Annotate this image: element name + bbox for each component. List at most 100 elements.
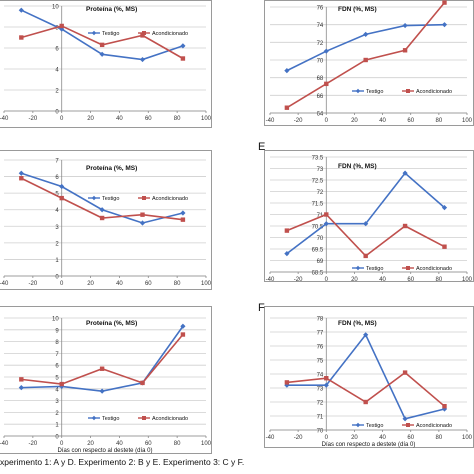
data-point [324, 212, 329, 217]
x-tick-label: -20 [294, 435, 303, 441]
x-tick-label: -40 [266, 118, 275, 124]
y-tick-label: 71.5 [312, 202, 324, 208]
chart-title: Proteína (%, MS) [86, 320, 137, 327]
x-tick-label: 100 [201, 441, 212, 447]
chart-panel-e: 68.5 69 69.5 70 70.5 71 71.5 72 72.5 73 73.5 -40 -20… [264, 150, 474, 283]
data-point [363, 399, 368, 405]
data-point [99, 366, 105, 371]
legend-label: Acondicionado [416, 423, 452, 429]
data-point [442, 244, 447, 249]
data-point [324, 376, 329, 381]
x-tick-label: 40 [116, 281, 123, 287]
x-tick-label: 40 [116, 441, 123, 447]
legend-marker [355, 88, 361, 94]
data-point [59, 381, 64, 387]
x-axis-label: Días con respecto a destete (día 0) [322, 442, 416, 448]
chart-title: Proteína (%, MS) [86, 6, 137, 13]
y-tick-label: 6 [55, 175, 59, 181]
data-point [180, 43, 186, 49]
y-tick-label: 5 [55, 192, 59, 198]
x-tick-label: 20 [87, 441, 94, 447]
data-point [140, 212, 145, 217]
x-tick-label: 60 [407, 277, 414, 283]
x-tick-label: 60 [145, 116, 152, 122]
data-point [402, 223, 408, 229]
legend-marker [355, 265, 361, 271]
y-tick-label: 71 [317, 213, 324, 219]
x-tick-label: -20 [29, 281, 38, 287]
data-point [363, 332, 369, 338]
data-point [180, 210, 186, 216]
data-point [59, 183, 65, 190]
x-tick-label: 0 [60, 441, 64, 447]
x-axis-label: Días con respecto al destete (día 0) [57, 448, 152, 454]
x-tick-label: 40 [379, 118, 386, 124]
y-tick-label: 69.5 [312, 248, 324, 254]
chart-title: Proteína (%, MS) [86, 165, 137, 172]
data-point [284, 380, 290, 385]
data-point [323, 48, 329, 54]
legend-label: Testigo [366, 89, 383, 95]
data-point [284, 228, 290, 233]
legend-label: Acondicionado [152, 416, 188, 422]
y-tick-label: 10 [52, 5, 59, 11]
x-tick-label: -20 [294, 277, 303, 283]
chart-title: FDN (%, MS) [338, 320, 377, 327]
y-tick-label: 64 [317, 112, 324, 118]
x-tick-label: 0 [325, 118, 329, 124]
data-point [99, 388, 105, 394]
data-point [139, 56, 146, 63]
x-tick-label: 100 [201, 281, 212, 287]
panel-letter-f: F [258, 302, 265, 314]
x-tick-label: -20 [294, 118, 303, 124]
y-tick-label: 0 [55, 110, 59, 116]
y-tick-label: 72 [317, 401, 324, 407]
data-point [441, 22, 448, 28]
x-tick-label: 0 [60, 281, 64, 287]
y-tick-label: 68 [317, 76, 324, 82]
y-tick-label: 3 [55, 225, 59, 231]
y-tick-label: 70 [317, 236, 324, 242]
data-point [19, 35, 24, 40]
chart-frame [0, 0, 212, 128]
y-tick-label: 73 [317, 167, 324, 173]
x-tick-label: 0 [325, 435, 329, 441]
legend-marker [142, 416, 146, 420]
x-tick-label: 80 [436, 435, 443, 441]
x-tick-label: 20 [87, 116, 94, 122]
legend-label: Testigo [102, 31, 119, 37]
data-point [180, 332, 186, 337]
y-tick-label: 9 [55, 328, 59, 334]
data-point [18, 385, 24, 391]
y-tick-label: 75 [317, 359, 324, 365]
legend-marker [91, 415, 97, 421]
x-tick-label: -40 [266, 277, 275, 283]
data-point [18, 7, 24, 13]
y-tick-label: 2 [55, 89, 59, 95]
x-tick-label: -20 [29, 116, 38, 122]
data-point [324, 81, 329, 87]
legend-marker [142, 196, 146, 200]
data-point [363, 31, 369, 37]
x-tick-label: -40 [0, 281, 9, 287]
y-tick-label: 1 [55, 258, 59, 264]
x-tick-label: -40 [0, 441, 9, 447]
y-tick-label: 69 [317, 259, 324, 265]
y-tick-label: 7 [55, 352, 59, 358]
x-tick-label: 40 [116, 116, 123, 122]
x-tick-label: 100 [462, 435, 473, 441]
legend-marker [406, 89, 410, 93]
legend-label: Acondicionado [416, 266, 452, 272]
chart-frame [264, 150, 474, 282]
x-tick-label: 80 [436, 118, 443, 124]
x-tick-label: 80 [436, 277, 443, 283]
data-point [402, 416, 408, 422]
data-point [284, 105, 290, 110]
x-tick-label: 60 [145, 281, 152, 287]
x-tick-label: -40 [0, 116, 9, 122]
data-point [402, 48, 408, 53]
y-tick-label: 73.5 [312, 156, 324, 162]
y-tick-label: 66 [317, 94, 324, 100]
legend-marker [91, 30, 97, 36]
data-point [18, 170, 24, 176]
